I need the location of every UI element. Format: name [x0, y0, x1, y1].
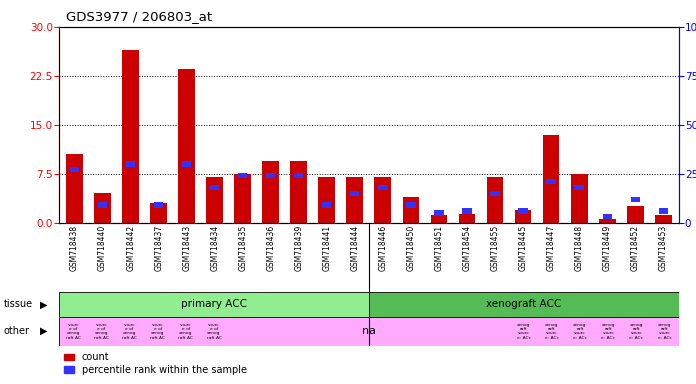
Bar — [631, 197, 640, 202]
Bar — [262, 161, 279, 223]
Text: ▶: ▶ — [40, 299, 48, 310]
Bar — [546, 179, 555, 184]
Text: GSM718435: GSM718435 — [238, 225, 247, 271]
Text: xenog
raft
sourc
e: ACc: xenog raft sourc e: ACc — [629, 323, 643, 340]
Text: GSM718447: GSM718447 — [546, 225, 555, 271]
Text: GSM718444: GSM718444 — [350, 225, 359, 271]
Text: GSM718451: GSM718451 — [434, 225, 443, 271]
Bar — [626, 207, 644, 223]
Text: GSM718446: GSM718446 — [379, 225, 388, 271]
Text: primary ACC: primary ACC — [181, 299, 247, 310]
Text: GSM718436: GSM718436 — [267, 225, 276, 271]
Bar — [509, 317, 679, 346]
Text: GSM718453: GSM718453 — [658, 225, 667, 271]
Text: GSM718452: GSM718452 — [631, 225, 640, 271]
Bar — [150, 203, 167, 223]
Bar — [238, 173, 247, 178]
Text: na: na — [362, 326, 376, 336]
Text: GSM718438: GSM718438 — [70, 225, 79, 271]
Bar — [59, 292, 369, 317]
Bar — [266, 173, 276, 178]
Text: GSM718448: GSM718448 — [575, 225, 584, 271]
Text: GSM718439: GSM718439 — [294, 225, 303, 271]
Text: GDS3977 / 206803_at: GDS3977 / 206803_at — [66, 10, 212, 23]
Bar — [369, 292, 679, 317]
Text: GSM718441: GSM718441 — [322, 225, 331, 271]
Text: sourc
e of
xenog
raft AC: sourc e of xenog raft AC — [178, 323, 193, 340]
Bar — [228, 317, 509, 346]
Bar — [491, 191, 500, 196]
Text: other: other — [3, 326, 29, 336]
Bar — [378, 185, 388, 190]
Text: sourc
e of
xenog
raft AC: sourc e of xenog raft AC — [66, 323, 81, 340]
Bar — [290, 161, 307, 223]
Text: GSM718443: GSM718443 — [182, 225, 191, 271]
Text: GSM718454: GSM718454 — [462, 225, 471, 271]
Bar — [182, 161, 191, 167]
Bar — [459, 214, 475, 223]
Text: GSM718445: GSM718445 — [519, 225, 528, 271]
Text: ▶: ▶ — [40, 326, 48, 336]
Bar — [66, 154, 83, 223]
Text: GSM718440: GSM718440 — [98, 225, 107, 271]
Bar — [126, 161, 135, 167]
Bar — [178, 70, 195, 223]
Bar — [603, 214, 612, 220]
Bar — [350, 191, 360, 196]
Bar — [487, 177, 503, 223]
Text: xenograft ACC: xenograft ACC — [486, 299, 562, 310]
Bar — [658, 209, 667, 214]
Bar — [402, 197, 419, 223]
Bar — [543, 135, 560, 223]
Bar — [98, 202, 107, 208]
Text: sourc
e of
xenog
raft AC: sourc e of xenog raft AC — [150, 323, 165, 340]
Bar — [59, 317, 228, 346]
Bar — [206, 177, 223, 223]
Bar — [374, 177, 391, 223]
Bar — [94, 194, 111, 223]
Text: GSM718449: GSM718449 — [603, 225, 612, 271]
Text: GSM718455: GSM718455 — [491, 225, 500, 271]
Text: xenog
raft
sourc
e: ACc: xenog raft sourc e: ACc — [601, 323, 615, 340]
Text: GSM718434: GSM718434 — [210, 225, 219, 271]
Text: xenog
raft
sourc
e: ACc: xenog raft sourc e: ACc — [658, 323, 672, 340]
Legend: count, percentile rank within the sample: count, percentile rank within the sample — [64, 353, 246, 375]
Bar — [406, 202, 416, 208]
Text: sourc
e of
xenog
raft AC: sourc e of xenog raft AC — [207, 323, 221, 340]
Bar — [122, 50, 139, 223]
Bar — [154, 202, 164, 208]
Bar — [235, 174, 251, 223]
Text: GSM718450: GSM718450 — [406, 225, 416, 271]
Bar — [574, 185, 584, 190]
Text: sourc
e of
xenog
raft AC: sourc e of xenog raft AC — [122, 323, 137, 340]
Text: xenog
raft
sourc
e: ACc: xenog raft sourc e: ACc — [573, 323, 587, 340]
Bar — [294, 173, 303, 178]
Text: xenog
raft
sourc
e: ACc: xenog raft sourc e: ACc — [517, 323, 530, 340]
Bar — [514, 210, 532, 223]
Bar — [519, 209, 528, 214]
Bar — [434, 210, 443, 215]
Bar — [70, 167, 79, 172]
Text: GSM718442: GSM718442 — [126, 225, 135, 271]
Bar — [599, 220, 615, 223]
Bar — [319, 177, 335, 223]
Text: xenog
raft
sourc
e: ACc: xenog raft sourc e: ACc — [545, 323, 559, 340]
Bar — [322, 202, 331, 208]
Bar — [571, 174, 587, 223]
Text: GSM718437: GSM718437 — [154, 225, 163, 271]
Bar — [347, 177, 363, 223]
Bar — [431, 215, 448, 223]
Text: sourc
e of
xenog
raft AC: sourc e of xenog raft AC — [94, 323, 109, 340]
Text: tissue: tissue — [3, 299, 33, 310]
Bar — [462, 209, 472, 214]
Bar — [210, 185, 219, 190]
Bar — [655, 215, 672, 223]
